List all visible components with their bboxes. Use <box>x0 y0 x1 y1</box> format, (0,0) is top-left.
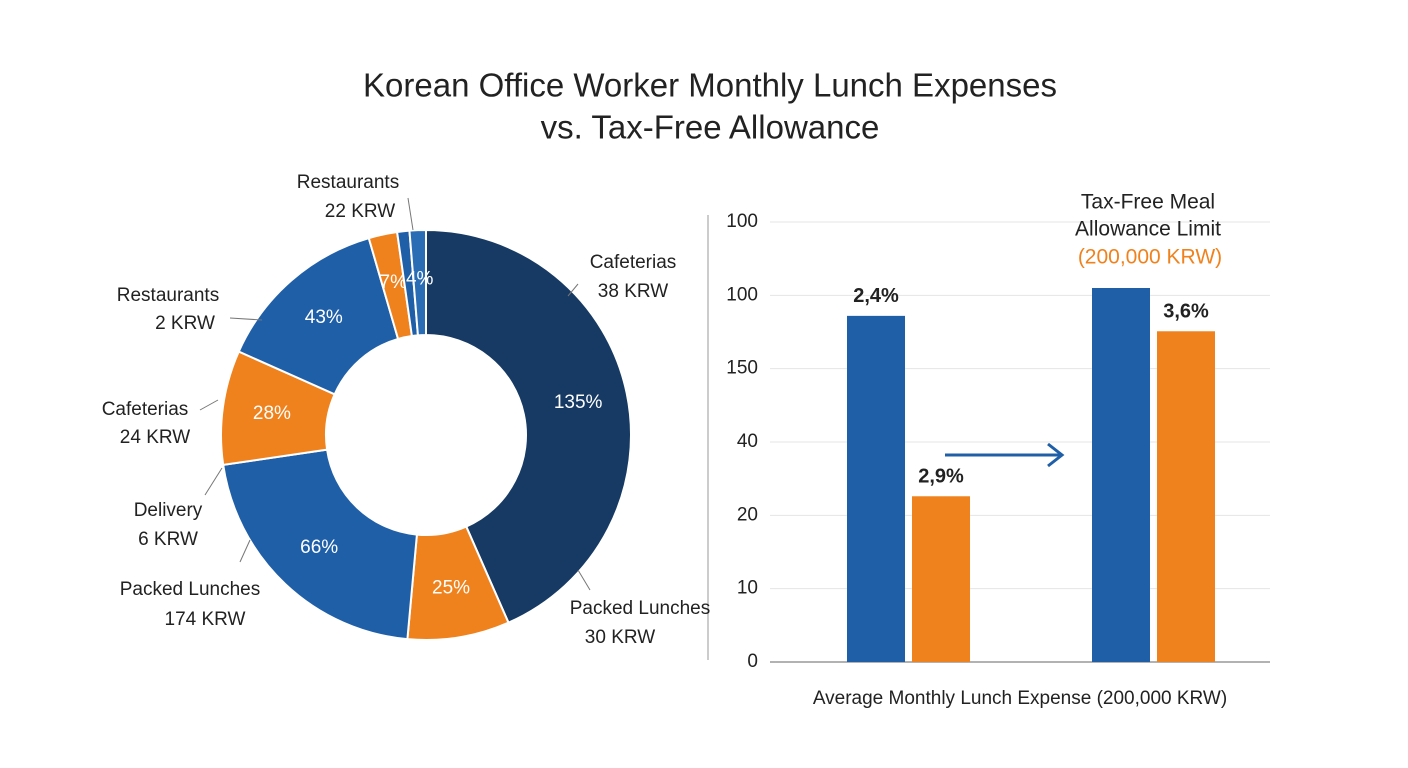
donut-slice <box>408 228 427 337</box>
callout-amount: 38 KRW <box>598 281 668 302</box>
limit-label: Tax-Free Meal <box>1081 191 1215 214</box>
leader-line <box>204 467 223 496</box>
leader-line <box>229 317 263 321</box>
slice-label: 43% <box>305 307 343 328</box>
y-tick-label: 100 <box>726 284 758 305</box>
leader-line <box>577 569 591 591</box>
arrow-head <box>1047 442 1065 468</box>
donut-slice <box>425 228 632 624</box>
leader-line <box>239 539 251 563</box>
bar <box>912 496 970 662</box>
chart-title: Korean Office Worker Monthly Lunch Expen… <box>363 67 1057 104</box>
callout-name: Delivery <box>134 500 203 521</box>
callout-amount: 174 KRW <box>165 609 246 630</box>
callout-name: Restaurants <box>117 285 219 306</box>
donut-slice <box>222 448 419 641</box>
slice-label: 28% <box>253 403 291 424</box>
bar <box>1157 331 1215 662</box>
slice-label: 135% <box>554 392 603 413</box>
leader-line <box>199 399 219 411</box>
callout-amount: 22 KRW <box>325 201 395 222</box>
limit-label: Allowance Limit <box>1075 218 1221 241</box>
callout-name: Cafeterias <box>590 252 677 273</box>
slice-label: 4% <box>406 269 434 290</box>
callout-name: Restaurants <box>297 172 399 193</box>
bar-annotation: 2,4% <box>853 285 899 307</box>
bar <box>847 315 905 662</box>
callout-amount: 2 KRW <box>155 313 215 334</box>
bar <box>1092 288 1150 662</box>
callout-name: Packed Lunches <box>120 579 261 600</box>
bar-annotation: 2,9% <box>918 466 964 488</box>
limit-amount: (200,000 KRW) <box>1078 246 1222 269</box>
y-tick-label: 0 <box>747 651 758 672</box>
x-axis-label: Average Monthly Lunch Expense (200,000 K… <box>813 688 1227 709</box>
y-tick-label: 20 <box>737 504 758 525</box>
callout-amount: 6 KRW <box>138 529 198 550</box>
y-tick-label: 150 <box>726 358 758 379</box>
callout-amount: 24 KRW <box>120 427 190 448</box>
chart-title: vs. Tax-Free Allowance <box>541 109 880 146</box>
slice-label: 66% <box>300 537 338 558</box>
bar-annotation: 3,6% <box>1163 301 1209 323</box>
y-tick-label: 10 <box>737 578 758 599</box>
y-tick-label: 40 <box>737 431 758 452</box>
y-tick-label: 100 <box>726 211 758 232</box>
leader-line <box>407 197 414 231</box>
callout-name: Packed Lunches <box>570 598 711 619</box>
slice-label: 7% <box>380 272 408 293</box>
leader-line <box>567 283 579 297</box>
slice-label: 25% <box>432 577 470 598</box>
callout-name: Cafeterias <box>102 399 189 420</box>
callout-amount: 30 KRW <box>585 627 655 648</box>
